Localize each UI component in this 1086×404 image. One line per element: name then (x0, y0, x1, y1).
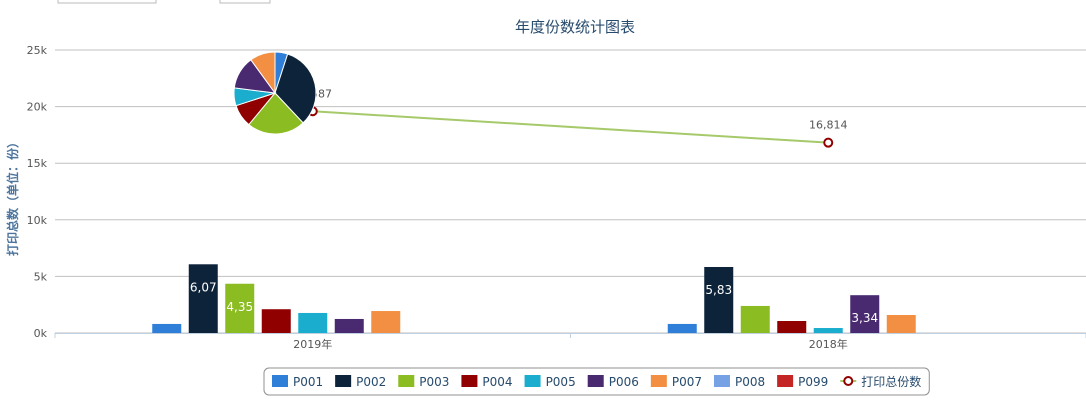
bar (188, 264, 218, 333)
input[interactable] (219, 0, 271, 4)
bar (740, 305, 770, 333)
legend-label: 打印总份数 (861, 374, 921, 389)
y-tick-label: 20k (27, 101, 48, 114)
legend-symbol (461, 375, 478, 387)
bar (371, 311, 401, 333)
legend-symbol (272, 375, 288, 387)
bar (777, 321, 807, 333)
legend-label: P001 (293, 375, 323, 389)
y-tick-label: 15k (27, 157, 48, 170)
line-marker (823, 137, 834, 148)
x-tick-label: 2018年 (809, 337, 848, 351)
bar (704, 267, 734, 333)
legend-symbol (335, 375, 352, 387)
legend-symbol (587, 375, 604, 387)
bar (225, 283, 255, 333)
legend-label: P005 (546, 375, 576, 389)
legend-label: P002 (356, 375, 386, 389)
point-label: 16,814 (809, 119, 848, 132)
legend-symbol (843, 376, 854, 386)
y-tick-label: 0k (34, 327, 48, 340)
y-tick-label: 10k (27, 214, 48, 227)
legend-label: P099 (798, 375, 828, 389)
bar (298, 312, 328, 333)
x-tick-label: 2019年 (293, 337, 332, 351)
bar (886, 315, 916, 333)
legend-label: P004 (482, 375, 512, 389)
legend-label: P003 (419, 375, 449, 389)
pie-slice (274, 53, 317, 124)
legend-symbol (777, 375, 794, 387)
legend-box (263, 367, 930, 396)
legend-symbol (398, 375, 415, 387)
chart-title: 年度份数统计图表 (515, 18, 635, 36)
bar-label: 4,35 (226, 300, 253, 314)
legend-symbol (524, 375, 541, 387)
input[interactable] (57, 0, 157, 4)
bar (261, 309, 291, 333)
bar (334, 318, 364, 333)
bar (152, 323, 182, 333)
y-tick-label: 5k (34, 270, 48, 283)
legend: P001 P002 P003 P004 P005 P006 P007 P008 P099 打印总份… (263, 367, 930, 396)
bar-label: 3,34 (851, 311, 878, 325)
legend-label: P008 (735, 375, 765, 389)
bar (850, 295, 880, 333)
bar (813, 328, 843, 333)
pie-slice (250, 51, 276, 95)
line (312, 110, 829, 144)
pie-slice (248, 92, 304, 135)
bar-label: 6,07 (190, 280, 217, 294)
legend-symbol (650, 375, 667, 387)
legend-label: P006 (609, 375, 639, 389)
bar (667, 323, 697, 333)
bar-label: 5,83 (705, 283, 732, 297)
y-tick-label: 25k (27, 44, 48, 57)
y-axis-title: 打印总数（单位：份） (5, 136, 20, 256)
legend-label: P007 (672, 375, 702, 389)
legend-symbol (713, 375, 730, 387)
